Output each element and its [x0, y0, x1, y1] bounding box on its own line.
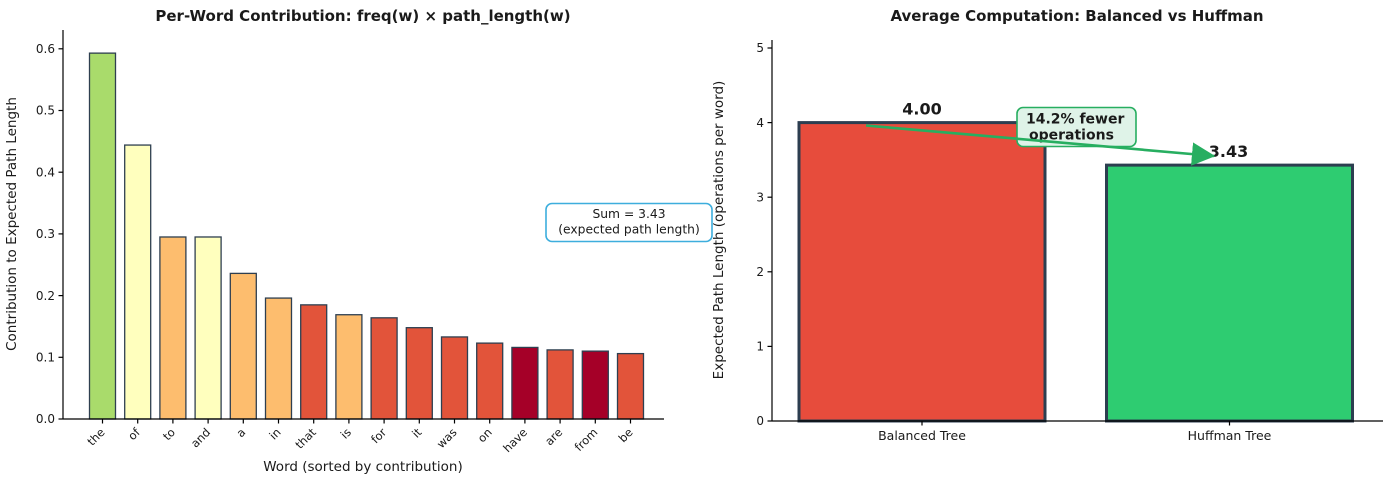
x-tick-label: Balanced Tree — [878, 428, 966, 443]
bar-have — [511, 346, 539, 420]
sum-annotation-box — [545, 202, 713, 243]
y-tick-label: 0.4 — [36, 165, 55, 179]
y-tick-label: 0.5 — [36, 104, 55, 118]
fewer-operations-box — [1016, 106, 1137, 148]
bar-is — [335, 314, 363, 420]
x-tick-label-on: on — [475, 425, 495, 445]
left-x-axis-label: Word (sorted by contribution) — [263, 459, 463, 475]
x-tick-label-it: it — [409, 425, 425, 441]
left-chart-title: Per-Word Contribution: freq(w) × path_le… — [155, 7, 570, 25]
fewer-operations-line2: operations — [1029, 128, 1114, 144]
x-tick-label-are: are — [542, 425, 565, 448]
x-tick-label-is: is — [338, 425, 354, 441]
bar-it — [405, 327, 433, 420]
y-tick-label: 4 — [756, 116, 764, 130]
x-tick-label-and: and — [188, 425, 213, 450]
x-tick-label-in: in — [266, 425, 283, 442]
bar-value-label: 4.00 — [902, 100, 941, 119]
fewer-operations-annotation: 14.2% fewer operations — [1016, 106, 1137, 148]
y-tick-label: 0.1 — [36, 351, 55, 365]
bar-the — [88, 52, 117, 420]
x-tick-label: Huffman Tree — [1188, 428, 1272, 443]
bar-huffman-tree — [1105, 163, 1354, 423]
y-tick-label: 2 — [756, 265, 764, 279]
bar-on — [476, 342, 504, 420]
bar-value-label: 3.43 — [1209, 142, 1248, 161]
sum-annotation-line2: (expected path length) — [558, 223, 700, 237]
x-tick-label-from: from — [572, 425, 601, 454]
left-y-axis-label: Contribution to Expected Path Length — [4, 97, 20, 351]
fewer-operations-line1: 14.2% fewer — [1026, 112, 1124, 128]
bar-of — [124, 144, 152, 420]
bar-from — [581, 350, 609, 420]
x-tick-label-a: a — [234, 425, 249, 440]
x-tick-label-was: was — [434, 425, 460, 451]
bar-be — [616, 352, 645, 420]
y-tick-label: 1 — [756, 340, 764, 354]
bar-and — [194, 236, 222, 420]
y-tick-label: 0 — [756, 414, 764, 428]
bar-for — [370, 317, 398, 420]
right-chart: 0 1 2 3 4 5 Balanced Tree Huffman Tree 4.00 3.43 — [756, 40, 1383, 443]
bar-that — [300, 304, 328, 420]
right-y-axis-label: Expected Path Length (operations per wor… — [711, 81, 727, 380]
bar-was — [440, 336, 469, 420]
x-tick-label-to: to — [160, 425, 178, 443]
sum-annotation: Sum = 3.43 (expected path length) — [545, 202, 713, 243]
y-tick-label: 5 — [756, 41, 764, 55]
bar-to — [159, 236, 187, 420]
x-tick-label-have: have — [500, 425, 530, 455]
left-chart: 0.0 0.1 0.2 0.3 0.4 0.5 0.6 the of to and a in that is… — [36, 30, 664, 455]
sum-annotation-line1: Sum = 3.43 — [592, 207, 665, 221]
bar-balanced-tree — [797, 121, 1047, 423]
right-chart-title: Average Computation: Balanced vs Huffman — [890, 7, 1263, 25]
bar-are — [546, 349, 574, 420]
y-tick-label: 0.0 — [36, 412, 55, 426]
y-tick-label: 0.2 — [36, 289, 55, 303]
x-tick-label-of: of — [125, 425, 143, 443]
x-tick-label-be: be — [616, 425, 636, 445]
bar-a — [229, 272, 257, 420]
x-tick-label-that: that — [292, 425, 319, 452]
annotation-arrow — [865, 124, 1216, 166]
y-tick-label: 3 — [756, 190, 764, 204]
y-tick-label: 0.3 — [36, 227, 55, 241]
x-tick-label-for: for — [368, 425, 389, 446]
y-tick-label: 0.6 — [36, 42, 55, 56]
x-tick-label-the: the — [84, 425, 107, 448]
bar-in — [264, 297, 293, 420]
